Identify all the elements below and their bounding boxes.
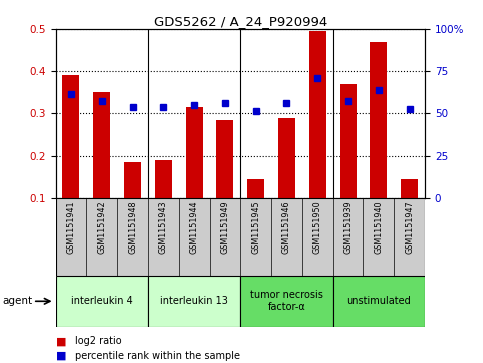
Bar: [247, 179, 264, 198]
Bar: [333, 276, 425, 327]
Text: GSM1151949: GSM1151949: [220, 200, 229, 254]
Text: GSM1151948: GSM1151948: [128, 200, 137, 254]
Text: GSM1151946: GSM1151946: [282, 200, 291, 254]
Text: GSM1151944: GSM1151944: [190, 200, 199, 254]
Bar: [185, 107, 202, 198]
Text: GSM1151943: GSM1151943: [159, 200, 168, 254]
Text: GSM1151947: GSM1151947: [405, 200, 414, 254]
Bar: [56, 276, 148, 327]
Text: ■: ■: [56, 351, 66, 361]
Text: GSM1151942: GSM1151942: [97, 200, 106, 254]
Text: percentile rank within the sample: percentile rank within the sample: [75, 351, 240, 361]
Text: agent: agent: [2, 296, 32, 306]
Text: tumor necrosis
factor-α: tumor necrosis factor-α: [250, 290, 323, 312]
Text: GSM1151941: GSM1151941: [67, 200, 75, 254]
Bar: [309, 31, 326, 198]
Bar: [124, 162, 141, 198]
Title: GDS5262 / A_24_P920994: GDS5262 / A_24_P920994: [154, 15, 327, 28]
Text: interleukin 4: interleukin 4: [71, 296, 133, 306]
Text: GSM1151950: GSM1151950: [313, 200, 322, 254]
Bar: [93, 92, 110, 198]
Bar: [155, 160, 172, 198]
Bar: [240, 276, 333, 327]
Text: GSM1151939: GSM1151939: [343, 200, 353, 254]
Bar: [340, 84, 356, 198]
Text: GSM1151945: GSM1151945: [251, 200, 260, 254]
Bar: [370, 42, 387, 198]
Text: GSM1151940: GSM1151940: [374, 200, 384, 254]
Text: ■: ■: [56, 336, 66, 346]
Bar: [62, 76, 79, 198]
Text: unstimulated: unstimulated: [346, 296, 411, 306]
Bar: [278, 118, 295, 198]
Bar: [401, 179, 418, 198]
Bar: [148, 276, 241, 327]
Text: interleukin 13: interleukin 13: [160, 296, 228, 306]
Text: log2 ratio: log2 ratio: [75, 336, 122, 346]
Bar: [216, 120, 233, 198]
